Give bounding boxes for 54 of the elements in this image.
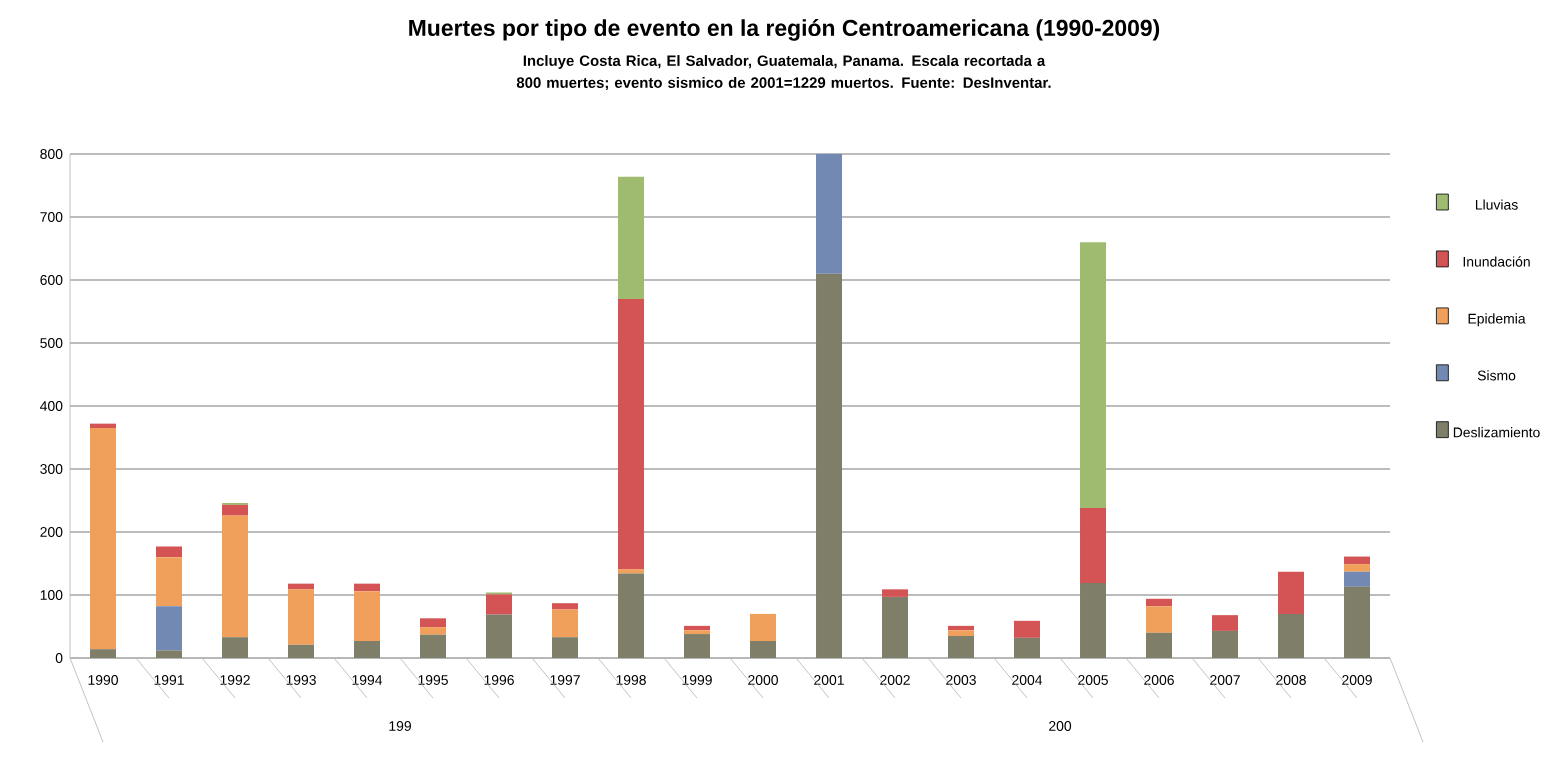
- bar: [354, 640, 381, 658]
- bar: [288, 589, 315, 645]
- bar: [486, 594, 513, 615]
- bar: [618, 176, 645, 299]
- bar: [288, 644, 315, 658]
- bar: [354, 583, 381, 592]
- bar: [816, 273, 843, 658]
- bar: [156, 650, 183, 658]
- bar: [1080, 583, 1107, 658]
- bar: [948, 635, 975, 658]
- bar: [156, 606, 183, 651]
- chart-title: Muertes por tipo de evento en la región Centroamericana (1990-2009): [409, 19, 1160, 41]
- bar: [684, 625, 711, 631]
- bar: [156, 546, 183, 558]
- bar: [1014, 637, 1041, 658]
- bar: [552, 609, 579, 638]
- bar: [90, 423, 117, 429]
- bar: [1146, 606, 1173, 633]
- bar: [1278, 571, 1305, 614]
- bar: [156, 557, 183, 607]
- bar: [552, 603, 579, 610]
- bar: [90, 649, 117, 658]
- bar: [1344, 564, 1371, 572]
- bar: [882, 596, 909, 658]
- bar: [1146, 632, 1173, 658]
- bar: [684, 634, 711, 658]
- bar: [882, 589, 909, 597]
- bar: [1344, 586, 1371, 658]
- bar: [420, 627, 447, 635]
- bar: [222, 504, 249, 516]
- bar: [354, 591, 381, 641]
- bar: [948, 630, 975, 636]
- bar: [420, 618, 447, 628]
- bar: [420, 634, 447, 658]
- bar: [1278, 613, 1305, 658]
- bar: [948, 625, 975, 631]
- bar: [816, 154, 843, 274]
- bar: [1014, 620, 1041, 638]
- bar: [618, 573, 645, 658]
- bar: [1146, 598, 1173, 607]
- bar: [222, 637, 249, 658]
- bar: [750, 613, 777, 641]
- bar: [618, 298, 645, 570]
- bar: [222, 515, 249, 638]
- bar: [1080, 508, 1107, 584]
- bar: [1344, 571, 1371, 587]
- bar: [90, 428, 117, 650]
- bar: [552, 637, 579, 658]
- bar: [1212, 615, 1239, 631]
- bar: [1344, 556, 1371, 565]
- bar: [750, 640, 777, 658]
- bar: [1080, 242, 1107, 509]
- bar: [1212, 630, 1239, 658]
- bar: [486, 614, 513, 658]
